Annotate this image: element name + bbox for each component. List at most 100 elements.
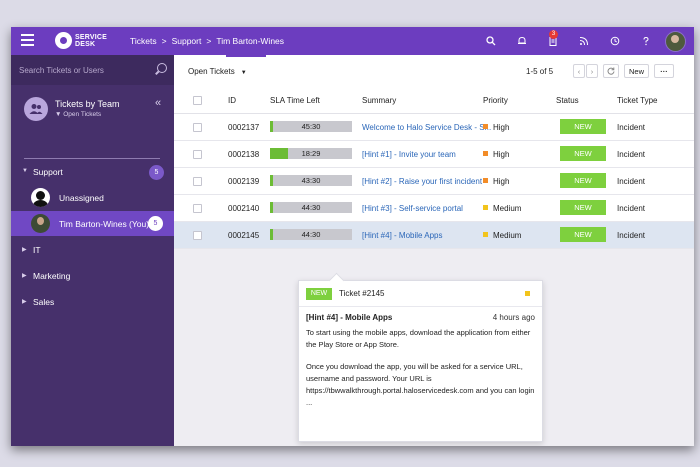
breadcrumb-separator: >	[206, 36, 212, 46]
agent-tim-barton-wines[interactable]: Tim Barton-Wines (You) 5	[11, 211, 174, 236]
table-row[interactable]: 0002140 44:30 [Hint #3] - Self-service por…	[174, 195, 694, 222]
menu-icon[interactable]	[21, 34, 34, 46]
priority-label: High	[493, 177, 510, 186]
logo-mark	[55, 32, 72, 49]
ticket-type: Incident	[617, 123, 646, 132]
sla-time: 44:30	[301, 203, 321, 212]
breadcrumb-tickets[interactable]: Tickets	[130, 36, 157, 46]
sla-time: 18:29	[301, 149, 321, 158]
sidebar-group-it[interactable]: ▶ IT	[11, 243, 174, 259]
sla-time: 43:30	[301, 176, 321, 185]
priority-dot	[483, 178, 488, 183]
ticket-id: 0002138	[228, 150, 260, 159]
search-icon[interactable]	[475, 27, 506, 55]
pager-text: 1-5 of 5	[526, 67, 554, 76]
new-button[interactable]: New	[624, 64, 649, 78]
status-badge: NEW	[560, 119, 606, 134]
column-header-summary[interactable]: Summary	[362, 96, 397, 105]
ticket-summary-link[interactable]: Welcome to Halo Service Desk - S...	[362, 123, 492, 132]
priority-dot	[483, 124, 488, 129]
row-checkbox[interactable]	[193, 177, 202, 186]
clock-icon[interactable]	[599, 27, 630, 55]
collapse-icon[interactable]: «	[155, 97, 162, 109]
ticket-type: Incident	[617, 177, 646, 186]
sla-time: 44:30	[301, 230, 321, 239]
collapsed-arrow-icon: ▶	[22, 299, 27, 305]
priority-label: Medium	[493, 231, 522, 240]
ticket-summary-link[interactable]: [Hint #3] - Self-service portal	[362, 204, 463, 213]
ticket-id: 0002140	[228, 204, 260, 213]
column-header-id[interactable]: ID	[228, 96, 236, 105]
help-icon[interactable]	[630, 27, 661, 55]
ticket-type: Incident	[617, 150, 646, 159]
rss-icon[interactable]	[568, 27, 599, 55]
user-avatar[interactable]	[665, 30, 686, 52]
count-badge: 5	[148, 216, 163, 231]
table-header: ID SLA Time Left Summary Priority Status…	[174, 87, 694, 114]
ticket-summary-link[interactable]: [Hint #4] - Mobile Apps	[362, 231, 443, 240]
sla-bar: 45:30	[270, 121, 352, 132]
search-icon[interactable]	[157, 63, 167, 73]
prev-page-button[interactable]: ‹	[573, 64, 585, 78]
sla-bar: 44:30	[270, 229, 352, 240]
sla-fill	[270, 121, 274, 132]
count-badge: 5	[149, 165, 164, 180]
row-checkbox[interactable]	[193, 123, 202, 132]
priority: High	[483, 123, 509, 132]
app-window: SERVICE DESK Tickets > Support > Tim Bar…	[11, 27, 694, 446]
table-row[interactable]: 0002137 45:30 Welcome to Halo Service Desk…	[174, 114, 694, 141]
chevron-down-icon: ▼	[240, 70, 247, 76]
details-paragraph: Once you download the app, you will be a…	[306, 362, 535, 407]
sidebar-search[interactable]: Search Tickets or Users	[11, 55, 174, 85]
sla-fill	[270, 202, 274, 213]
column-header-priority[interactable]: Priority	[483, 96, 508, 105]
status-badge: NEW	[560, 146, 606, 161]
agent-unassigned[interactable]: Unassigned	[11, 185, 174, 210]
table-row[interactable]: 0002138 18:29 [Hint #1] - Invite your team…	[174, 141, 694, 168]
divider	[24, 158, 160, 159]
row-checkbox[interactable]	[193, 231, 202, 240]
group-label: Sales	[33, 297, 55, 307]
table-row[interactable]: 0002139 43:30 [Hint #2] - Raise your first…	[174, 168, 694, 195]
priority-dot	[483, 232, 488, 237]
row-checkbox[interactable]	[193, 150, 202, 159]
next-page-button[interactable]: ›	[586, 64, 598, 78]
priority-label: High	[493, 123, 510, 132]
breadcrumb-current: Tim Barton-Wines	[216, 36, 285, 46]
column-header-status[interactable]: Status	[556, 96, 579, 105]
logo[interactable]: SERVICE DESK	[55, 32, 107, 49]
row-checkbox[interactable]	[193, 204, 202, 213]
ticket-id: 0002145	[228, 231, 260, 240]
notification-badge: 3	[549, 30, 558, 39]
sidebar-group-support[interactable]: ▼ Support 5	[11, 165, 174, 181]
ticket-id: 0002137	[228, 123, 260, 132]
refresh-icon	[607, 67, 615, 75]
view-selector[interactable]: Open Tickets ▼	[188, 67, 247, 76]
team-icon	[24, 97, 48, 121]
search-input[interactable]: Search Tickets or Users	[19, 66, 104, 75]
column-header-ticket-type[interactable]: Ticket Type	[617, 96, 658, 105]
clipboard-icon[interactable]: 3	[537, 27, 568, 55]
breadcrumb: Tickets > Support > Tim Barton-Wines	[130, 36, 284, 46]
column-header-sla[interactable]: SLA Time Left	[270, 96, 320, 105]
tab-indicator	[226, 55, 266, 57]
ticket-summary-link[interactable]: [Hint #2] - Raise your first incident	[362, 177, 483, 186]
avatar	[31, 188, 50, 207]
table-row[interactable]: 0002145 44:30 [Hint #4] - Mobile Apps Mediu…	[174, 222, 694, 249]
sidebar-group-sales[interactable]: ▶ Sales	[11, 295, 174, 311]
sidebar: Search Tickets or Users Tickets by Team …	[11, 55, 174, 446]
ticket-id: 0002139	[228, 177, 260, 186]
breadcrumb-support[interactable]: Support	[171, 36, 202, 46]
ticket-summary-link[interactable]: [Hint #1] - Invite your team	[362, 150, 456, 159]
sla-fill	[270, 175, 274, 186]
sla-time: 45:30	[301, 122, 321, 131]
sidebar-group-marketing[interactable]: ▶ Marketing	[11, 269, 174, 285]
more-options-button[interactable]: ···	[654, 64, 674, 78]
refresh-button[interactable]	[603, 64, 619, 78]
priority-label: Medium	[493, 204, 522, 213]
breadcrumb-separator: >	[161, 36, 167, 46]
select-all-checkbox[interactable]	[193, 96, 202, 105]
sla-bar: 44:30	[270, 202, 352, 213]
bell-icon[interactable]	[506, 27, 537, 55]
team-subtitle: ▼ Open Tickets	[55, 111, 102, 118]
